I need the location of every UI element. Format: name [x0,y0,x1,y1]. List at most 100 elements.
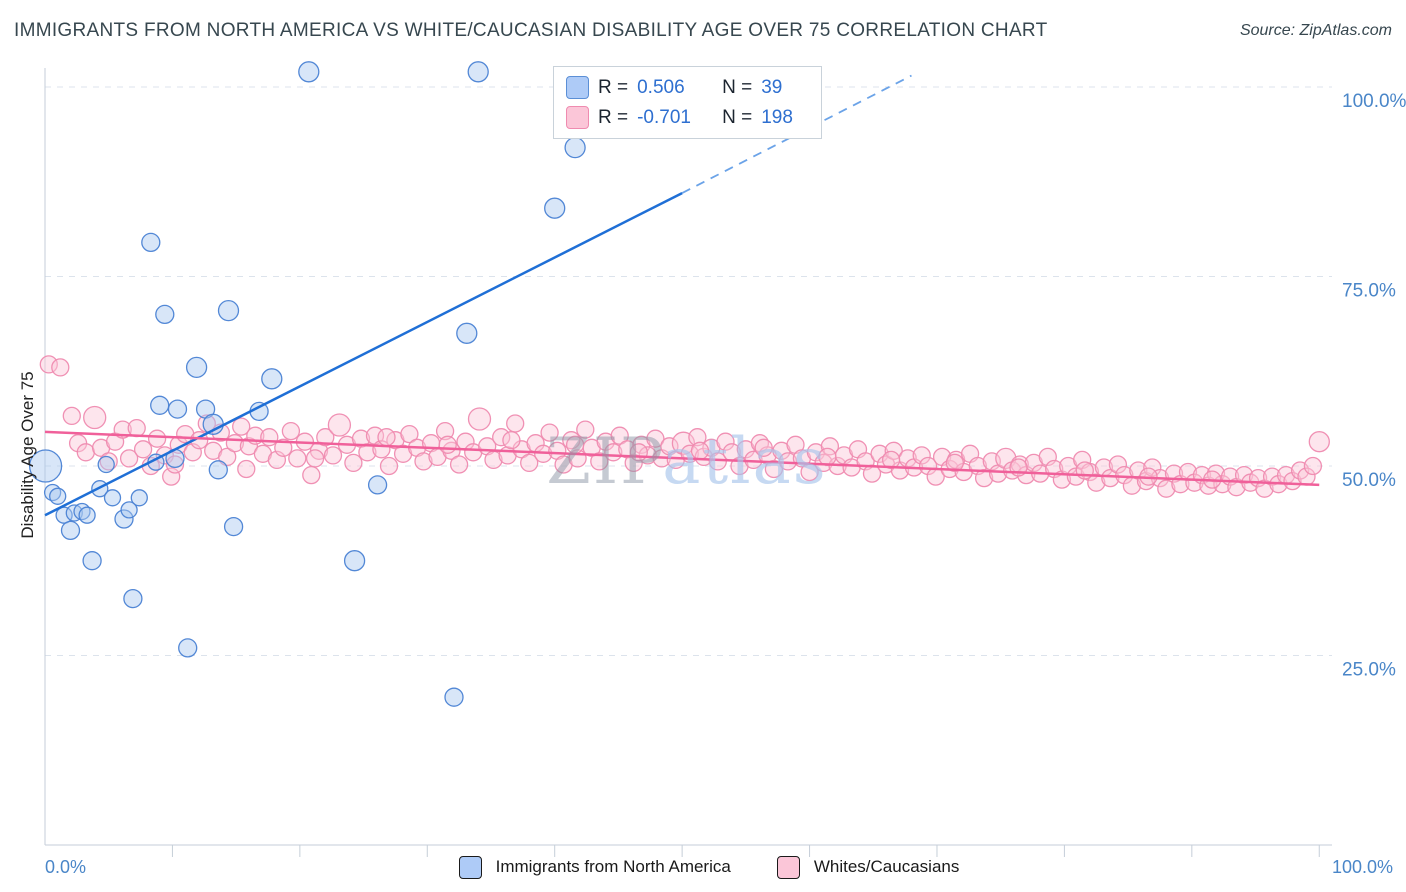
scatter-point [377,428,396,447]
scatter-point [237,459,256,479]
scatter-point [576,420,595,439]
legend-swatch-immigrants[interactable] [458,855,482,879]
scatter-point [456,322,478,344]
scatter-point [141,232,161,253]
scatter-point [302,465,321,485]
scatter-point [564,136,586,159]
scatter-point [114,509,134,529]
scatter-point [716,432,735,451]
scatter-point [467,61,489,83]
y-axis-title: Disability Age Over 75 [18,371,37,539]
legend-label-whites[interactable]: Whites/Caucasians [813,857,960,876]
scatter-point [414,452,433,471]
scatter-point [39,355,58,374]
n-value-immigrants: 39 [761,76,783,98]
scatter-point [1066,467,1086,486]
immigrants-swatch-icon [566,76,589,99]
whites-swatch-icon [566,106,589,129]
scatter-point [610,426,629,445]
scatter-point [62,406,81,426]
scatter-point [185,356,208,379]
x-axis-footer: 0.0% Immigrants from North America White… [0,847,1406,887]
scatter-point [327,413,352,437]
scatter-point [544,197,566,219]
immigrants-trend-solid [44,191,683,517]
scatter-point [218,447,237,467]
source-label: Source: ZipAtlas.com [1239,22,1392,39]
legend-label-immigrants[interactable]: Immigrants from North America [495,857,731,876]
scatter-point [274,438,293,457]
scatter-point [449,455,469,474]
scatter-point [435,421,455,441]
scatter-point [78,506,96,524]
scatter-point [467,407,492,431]
scatter-point [155,304,175,325]
scatter-point [629,443,648,462]
scatter-point [288,449,307,468]
scatter-point [624,453,643,473]
scatter-point [492,428,511,447]
scatter-point [820,437,840,456]
scatter-point [103,489,122,507]
scatter-point [754,438,773,457]
x-axis-label-max: 100.0% [1331,856,1393,877]
scatter-point [165,455,185,474]
scatter-point [83,405,107,430]
y-tick-label: 100.0% [1342,91,1406,112]
scatter-point [239,437,259,456]
scatter-point [323,446,343,465]
scatter-point [690,441,710,460]
scatter-point [881,450,901,470]
scatter-point [298,61,320,83]
legend-row-immigrants: R = 0.506 N = 39 [566,76,805,99]
scatter-point [76,443,95,462]
legend-row-whites: R = -0.701 N = 198 [566,106,805,129]
n-label: N = [722,106,753,128]
scatter-point [305,449,325,468]
scatter-point [316,428,335,447]
scatter-point [281,421,301,441]
y-tick-label: 50.0% [1342,470,1396,491]
scatter-point [506,414,525,433]
scatter-point [232,417,251,436]
scatter-point [688,428,707,447]
page-title: IMMIGRANTS FROM NORTH AMERICA VS WHITE/C… [14,20,1048,41]
scatter-point [123,588,143,609]
n-label: N = [722,76,753,98]
scatter-point [358,443,377,462]
scatter-point [60,520,81,541]
scatter-point [178,638,198,658]
scatter-point [167,399,188,419]
scatter-point [870,444,889,463]
y-tick-label: 75.0% [1342,280,1396,301]
bottom-legend: Immigrants from North America Whites/Cau… [86,855,1332,879]
scatter-point [343,550,366,572]
scatter-point [1308,431,1330,453]
legend-swatch-whites[interactable] [776,855,800,879]
legend-box: R = 0.506 N = 39 R = -0.701 N = 198 [553,66,823,139]
scatter-point [400,424,419,444]
scatter-point [379,456,399,476]
scatter-point [367,475,388,495]
y-tick-label: 25.0% [1342,659,1396,680]
r-label: R = [598,76,629,98]
scatter-point [344,453,363,473]
scatter-point [51,358,70,377]
scatter-point [646,429,665,448]
scatter-point [764,459,784,479]
scatter-point [502,431,521,450]
scatter-point [261,368,283,390]
r-label: R = [598,106,629,128]
scatter-point [127,418,146,438]
scatter-point [130,489,148,507]
scatter-point [520,453,539,473]
scatter-point [223,516,244,537]
x-axis-label-min: 0.0% [45,856,87,877]
r-value-whites: -0.701 [637,106,691,128]
scatter-point [1108,455,1128,474]
scatter-point [133,440,153,459]
scatter-point [120,501,138,519]
scatter-point [28,449,63,483]
